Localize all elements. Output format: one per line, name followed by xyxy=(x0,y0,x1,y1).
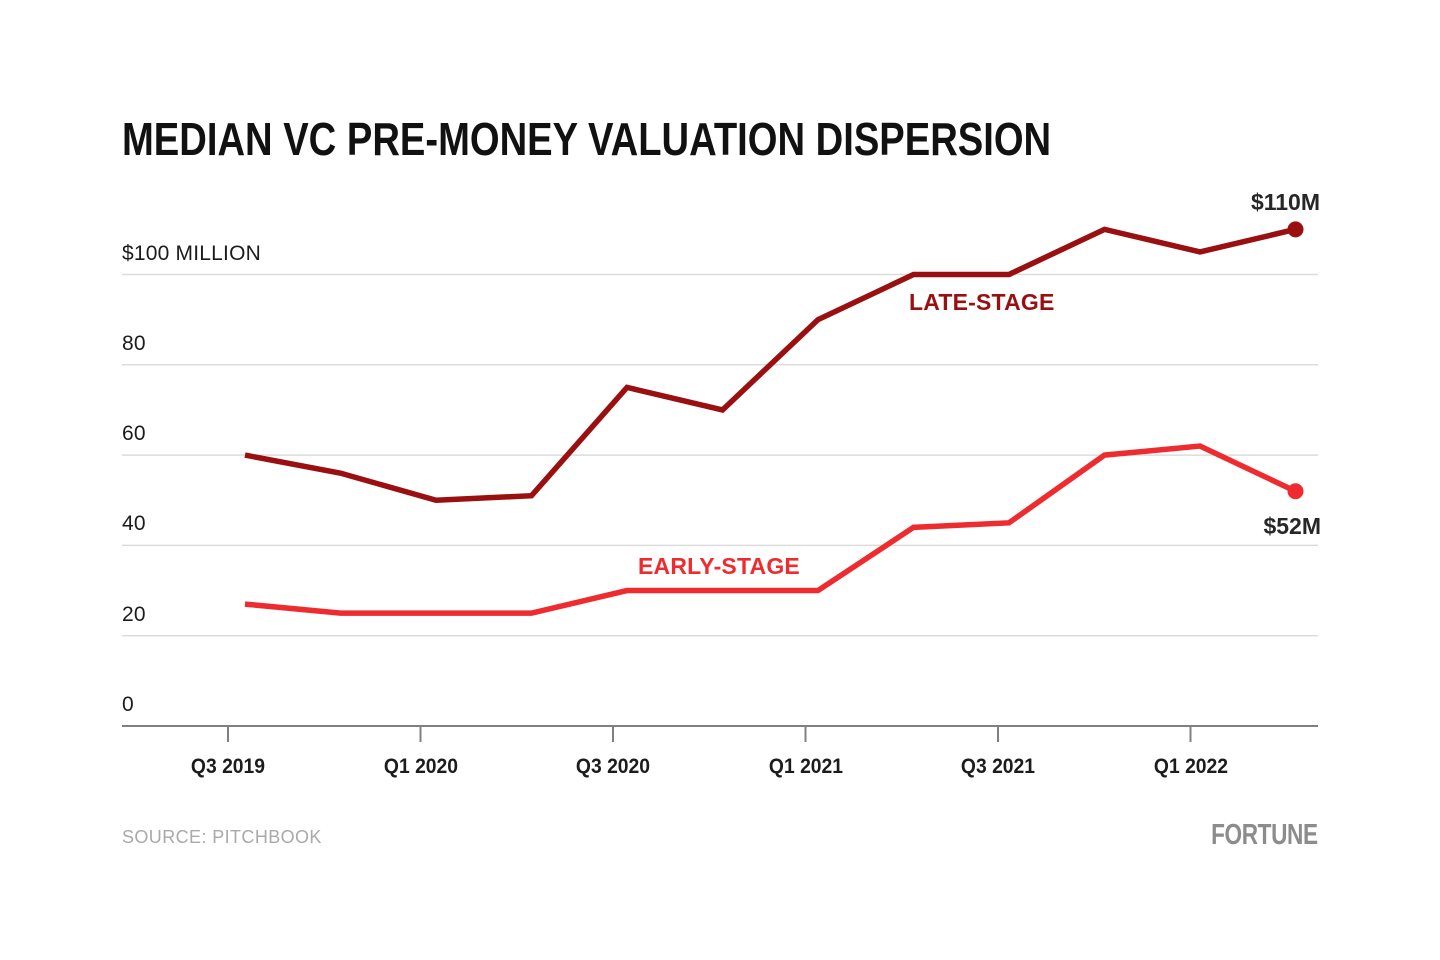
y-tick-label-20: 20 xyxy=(122,602,146,626)
late-stage-endpoint-dot xyxy=(1287,221,1304,238)
y-tick-label-0: 0 xyxy=(122,693,134,716)
data-series-lines xyxy=(244,221,1304,616)
x-tick-label-q1-2021: Q1 2021 xyxy=(768,755,843,778)
y-tick-label-40: 40 xyxy=(122,512,146,536)
source-credit: SOURCE: PITCHBOOK xyxy=(122,827,322,847)
late-stage-endpoint-value: $110M xyxy=(1250,189,1320,215)
x-tick-label-q1-2022: Q1 2022 xyxy=(1153,755,1228,778)
early-stage-series-label: EARLY-STAGE xyxy=(638,553,800,579)
early-stage-line xyxy=(244,443,1297,616)
fortune-logo: FORTUNE xyxy=(1211,819,1318,851)
early-stage-endpoint-dot xyxy=(1287,483,1304,500)
x-axis xyxy=(122,725,1318,742)
y-tick-label-100: $100 MILLION xyxy=(122,241,261,265)
x-tick-label-q1-2020: Q1 2020 xyxy=(383,755,458,778)
x-tick-label-q3-2020: Q3 2020 xyxy=(575,755,651,778)
x-tick-label-q3-2019: Q3 2019 xyxy=(190,755,266,778)
chart-title: MEDIAN VC PRE-MONEY VALUATION DISPERSION xyxy=(122,113,1052,165)
x-tick-label-q3-2021: Q3 2021 xyxy=(960,755,1036,778)
early-stage-endpoint-value: $52M xyxy=(1263,513,1321,539)
y-tick-label-60: 60 xyxy=(122,422,146,446)
late-stage-series-label: LATE-STAGE xyxy=(909,289,1055,315)
late-stage-line xyxy=(244,226,1297,504)
y-tick-label-80: 80 xyxy=(122,331,146,355)
gridlines xyxy=(122,273,1318,637)
